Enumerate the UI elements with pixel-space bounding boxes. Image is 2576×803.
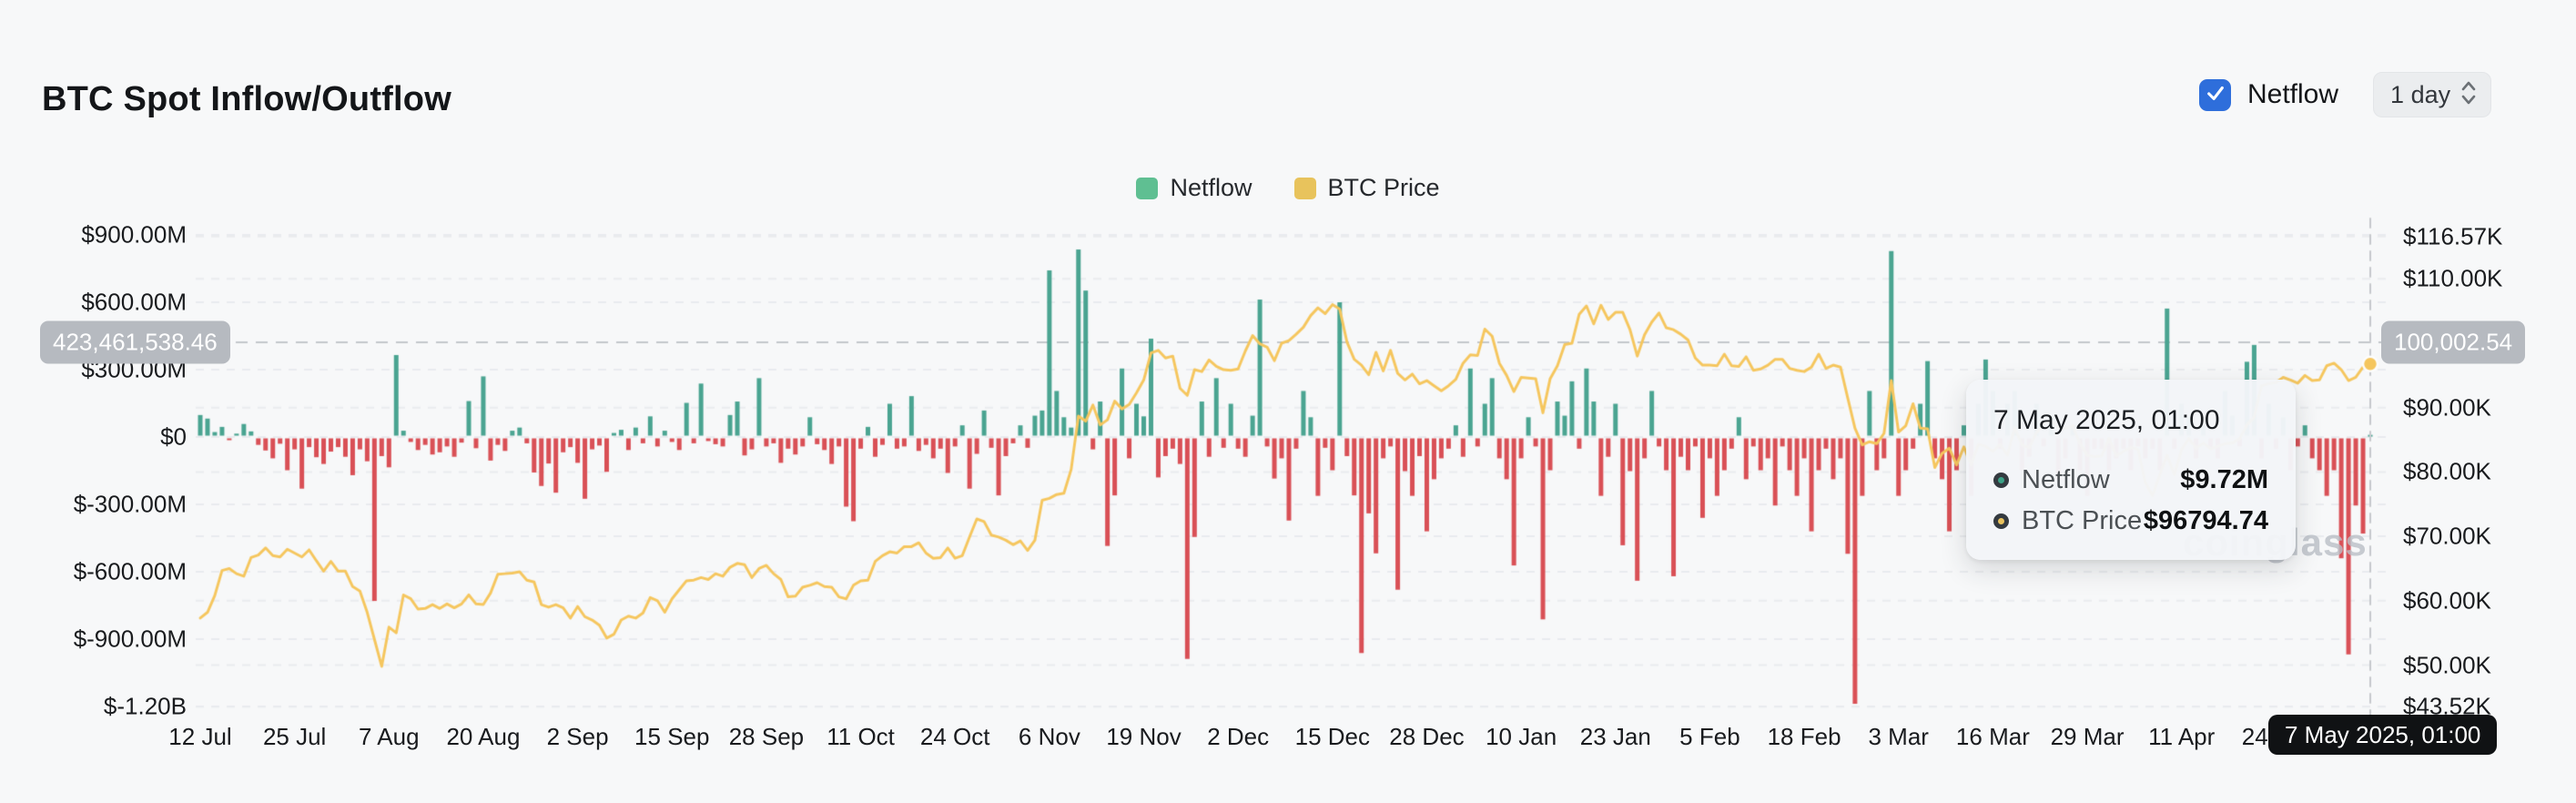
tooltip-row-label: Netflow	[2022, 465, 2110, 494]
tooltip-row-label: BTC Price	[2022, 506, 2143, 535]
tooltip-row-value: $96794.74	[2143, 506, 2268, 535]
x-axis-crosshair-badge: 7 May 2025, 01:00	[2268, 715, 2498, 755]
btc-price-marker-icon	[1993, 513, 2009, 529]
tooltip-row-btc-price: BTC Price $96794.74	[1993, 506, 2268, 536]
right-axis-crosshair-badge: 100,002.54	[2381, 320, 2526, 364]
left-axis-crosshair-badge: 423,461,538.46	[40, 320, 230, 364]
netflow-marker-icon	[1993, 473, 2009, 488]
tooltip-row-netflow: Netflow $9.72M	[1993, 465, 2268, 495]
tooltip-row-value: $9.72M	[2180, 465, 2268, 494]
tooltip-date: 7 May 2025, 01:00	[1993, 405, 2220, 435]
chart-tooltip: 7 May 2025, 01:00 Netflow $9.72M BTC Pri…	[1966, 380, 2296, 560]
